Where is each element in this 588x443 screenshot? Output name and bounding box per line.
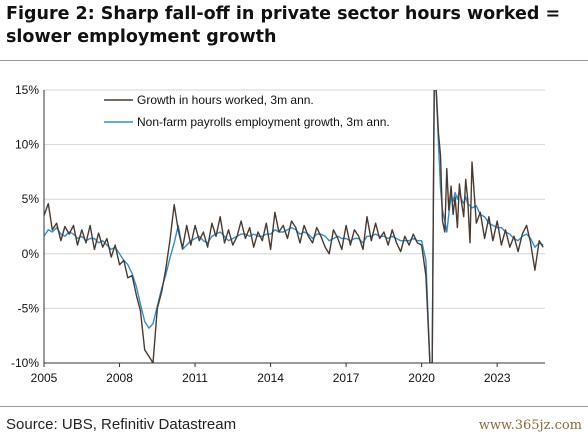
chart-title-line-2: slower employment growth (6, 27, 277, 47)
top-divider (0, 60, 588, 61)
y-tick-label: 10% (15, 138, 39, 152)
x-tick-label: 2020 (408, 371, 435, 385)
series-line-hours-worked (44, 90, 544, 363)
legend-label-nonfarm-payrolls: Non-farm payrolls employment growth, 3m … (137, 115, 390, 129)
series-line-nonfarm-payrolls (44, 90, 544, 363)
y-tick-label: 5% (22, 192, 40, 206)
y-tick-label: 0% (22, 247, 40, 261)
y-tick-label: -10% (11, 356, 39, 370)
bottom-divider (0, 406, 588, 407)
chart-title: Figure 2: Sharp fall-off in private sect… (6, 3, 582, 49)
x-tick-label: 2014 (257, 371, 284, 385)
x-tick-label: 2017 (333, 371, 360, 385)
legend-label-hours-worked: Growth in hours worked, 3m ann. (137, 93, 314, 107)
source-note: Source: UBS, Refinitiv Datastream (6, 416, 237, 433)
x-tick-label: 2011 (182, 371, 208, 385)
y-tick-label: -5% (18, 301, 40, 315)
y-tick-label: 15% (15, 83, 39, 97)
watermark: www.365jz.com (478, 418, 582, 433)
x-tick-label: 2008 (106, 371, 133, 385)
x-tick-label: 2023 (484, 371, 511, 385)
chart-title-line-1: Figure 2: Sharp fall-off in private sect… (6, 4, 561, 24)
x-tick-label: 2005 (31, 371, 58, 385)
